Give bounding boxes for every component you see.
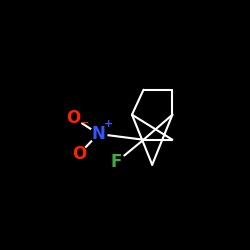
- Text: O: O: [72, 145, 86, 163]
- Text: N: N: [91, 125, 105, 143]
- Text: O: O: [66, 108, 80, 126]
- Text: +: +: [104, 119, 113, 129]
- Text: F: F: [111, 153, 122, 171]
- Text: −: −: [80, 118, 89, 128]
